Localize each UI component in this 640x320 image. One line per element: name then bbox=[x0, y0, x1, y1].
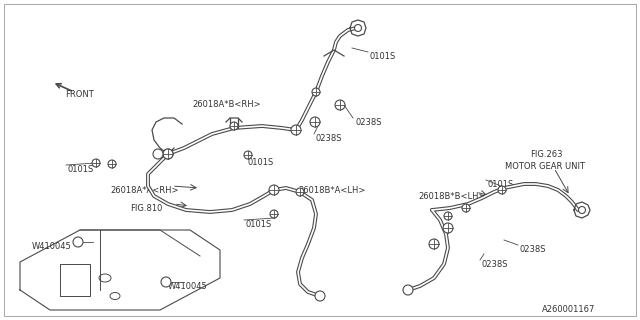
Circle shape bbox=[269, 185, 279, 195]
Circle shape bbox=[291, 125, 301, 135]
Text: 0101S: 0101S bbox=[488, 180, 515, 189]
Circle shape bbox=[579, 206, 586, 213]
Circle shape bbox=[230, 122, 238, 130]
Circle shape bbox=[163, 149, 173, 159]
Circle shape bbox=[163, 149, 173, 159]
Text: 26018B*A<LH>: 26018B*A<LH> bbox=[298, 186, 365, 195]
Text: 26018A*A<RH>: 26018A*A<RH> bbox=[110, 186, 179, 195]
Circle shape bbox=[92, 159, 100, 167]
Text: A260001167: A260001167 bbox=[542, 305, 595, 314]
Text: 0101S: 0101S bbox=[246, 220, 272, 229]
Text: 0238S: 0238S bbox=[520, 245, 547, 254]
Circle shape bbox=[429, 239, 439, 249]
Text: W410045: W410045 bbox=[168, 282, 208, 291]
Circle shape bbox=[443, 223, 453, 233]
Circle shape bbox=[108, 160, 116, 168]
Circle shape bbox=[315, 291, 325, 301]
Circle shape bbox=[462, 204, 470, 212]
Circle shape bbox=[270, 210, 278, 218]
Circle shape bbox=[310, 117, 320, 127]
Text: MOTOR GEAR UNIT: MOTOR GEAR UNIT bbox=[505, 162, 585, 171]
Circle shape bbox=[403, 285, 413, 295]
Circle shape bbox=[73, 237, 83, 247]
Circle shape bbox=[335, 100, 345, 110]
Text: 0238S: 0238S bbox=[355, 118, 381, 127]
Text: 0101S: 0101S bbox=[370, 52, 396, 61]
Text: FIG.263: FIG.263 bbox=[530, 150, 563, 159]
Text: 26018A*B<RH>: 26018A*B<RH> bbox=[192, 100, 260, 109]
Circle shape bbox=[312, 88, 320, 96]
Text: W410045: W410045 bbox=[32, 242, 72, 251]
Text: 0238S: 0238S bbox=[316, 134, 342, 143]
Text: 0238S: 0238S bbox=[482, 260, 509, 269]
Text: 0101S: 0101S bbox=[248, 158, 275, 167]
Circle shape bbox=[444, 212, 452, 220]
Text: 26018B*B<LH>: 26018B*B<LH> bbox=[418, 192, 486, 201]
Circle shape bbox=[161, 277, 171, 287]
Text: FIG.810: FIG.810 bbox=[130, 204, 163, 213]
Circle shape bbox=[153, 149, 163, 159]
Circle shape bbox=[244, 151, 252, 159]
Text: FRONT: FRONT bbox=[65, 90, 93, 99]
Circle shape bbox=[355, 25, 362, 31]
Circle shape bbox=[296, 188, 304, 196]
Circle shape bbox=[498, 186, 506, 194]
Text: 0101S: 0101S bbox=[68, 165, 94, 174]
